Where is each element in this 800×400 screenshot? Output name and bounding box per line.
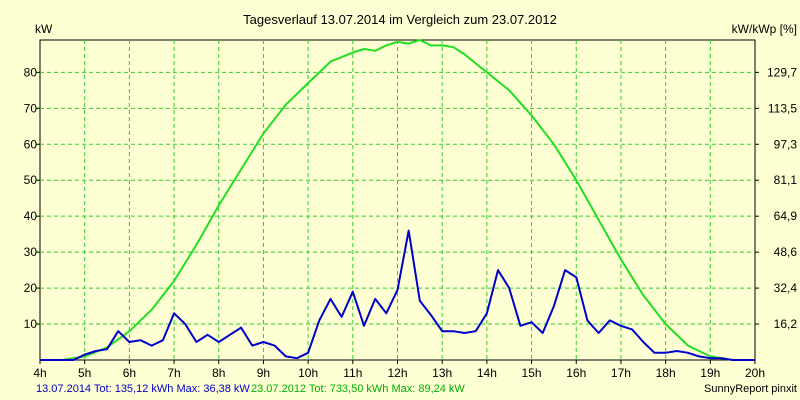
x-tick-label: 10h: [298, 366, 318, 380]
x-tick-label: 17h: [611, 366, 631, 380]
y-tick-label-left: 80: [24, 65, 38, 79]
x-tick-label: 19h: [700, 366, 720, 380]
y-tick-label-left: 10: [24, 317, 38, 331]
y-axis-left-label: kW: [35, 22, 53, 36]
series-line-23-07-2012: [40, 39, 755, 361]
y-tick-label-left: 40: [24, 209, 38, 223]
x-tick-label: 18h: [656, 366, 676, 380]
x-tick-label: 12h: [387, 366, 407, 380]
x-tick-label: 16h: [566, 366, 586, 380]
legend-series-2012: 23.07.2012 Tot: 733,50 kWh Max: 89,24 kW: [251, 383, 465, 395]
x-tick-label: 5h: [78, 366, 91, 380]
y-tick-label-right: 97,3: [774, 137, 798, 151]
y-tick-label-right: 32,4: [774, 281, 798, 295]
y-tick-label-right: 129,7: [767, 65, 797, 79]
chart-title: Tagesverlauf 13.07.2014 im Vergleich zum…: [243, 12, 557, 27]
legend-series-2014: 13.07.2014 Tot: 135,12 kWh Max: 36,38 kW: [36, 383, 250, 395]
y-tick-label-right: 113,5: [768, 101, 797, 115]
x-tick-label: 6h: [123, 366, 136, 380]
credit-text: SunnyReport pinxit: [704, 383, 797, 395]
y-tick-label-left: 70: [24, 101, 38, 115]
grid-layer: [39, 39, 756, 361]
y-tick-label-left: 50: [24, 173, 38, 187]
x-tick-label: 8h: [212, 366, 225, 380]
series-layer: [40, 39, 755, 361]
y-tick-label-left: 30: [24, 245, 38, 259]
x-tick-label: 14h: [477, 366, 497, 380]
y-axis-right-label: kW/kWp [%]: [732, 22, 797, 36]
x-tick-label: 9h: [257, 366, 270, 380]
plot-frame: [39, 39, 756, 361]
x-tick-label: 11h: [343, 366, 362, 380]
y-tick-label-right: 16,2: [774, 317, 798, 331]
y-tick-label-right: 64,9: [774, 209, 798, 223]
y-tick-label-left: 20: [24, 281, 38, 295]
y-tick-label-left: 60: [24, 137, 38, 151]
x-tick-label: 20h: [745, 366, 765, 380]
x-tick-label: 15h: [522, 366, 542, 380]
x-tick-label: 4h: [33, 366, 46, 380]
y-tick-label-right: 81,1: [774, 173, 798, 187]
series-line-13-07-2014: [40, 229, 755, 361]
x-tick-label: 13h: [432, 366, 452, 380]
y-tick-label-right: 48,6: [774, 245, 798, 259]
x-tick-label: 7h: [167, 366, 180, 380]
tick-layer: 4h 5h 6h 7h 8h 9h 10h 11h 12h 13h 14h 15h 16h 17h 18h 1…: [24, 65, 798, 380]
